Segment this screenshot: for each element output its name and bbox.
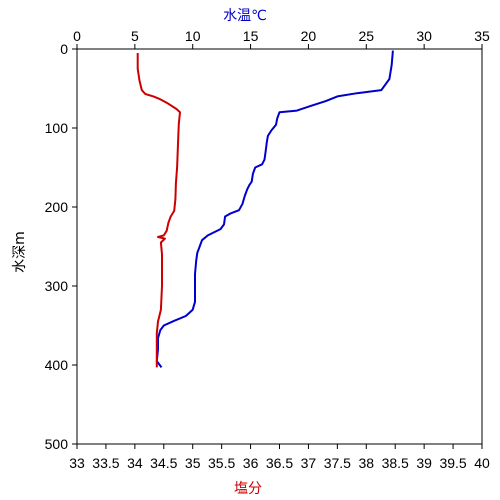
bottom-tick-label: 34.5	[150, 455, 177, 471]
series-layer	[136, 50, 394, 368]
bottom-tick-label: 34	[127, 455, 143, 471]
depth-tick-label: 500	[45, 436, 69, 452]
bottom-tick-label: 35	[185, 455, 201, 471]
bottom-tick-label: 40	[474, 455, 490, 471]
temperature-axis-title: 水温℃	[223, 8, 267, 24]
bottom-tick-label: 33.5	[92, 455, 119, 471]
depth-axis-ticks: 0 100 200 300 400 500	[45, 41, 77, 452]
bottom-tick-label: 36	[243, 455, 259, 471]
depth-tick-label: 100	[45, 120, 69, 136]
top-tick-label: 15	[243, 28, 259, 44]
depth-tick-label: 200	[45, 199, 69, 215]
top-tick-label: 20	[301, 28, 317, 44]
top-tick-label: 35	[474, 28, 490, 44]
temperature-series-line	[155, 50, 394, 368]
bottom-tick-label: 33	[69, 455, 85, 471]
salinity-axis-title: 塩分	[234, 481, 262, 497]
depth-axis-title: 水深m	[12, 231, 28, 273]
bottom-tick-label: 35.5	[208, 455, 235, 471]
bottom-tick-label: 38.5	[382, 455, 409, 471]
bottom-tick-label: 39	[416, 455, 432, 471]
bottom-tick-label: 38	[358, 455, 374, 471]
top-tick-label: 0	[73, 28, 81, 44]
top-tick-label: 5	[131, 28, 139, 44]
top-tick-label: 25	[358, 28, 374, 44]
top-tick-label: 30	[416, 28, 432, 44]
depth-tick-label: 300	[45, 278, 69, 294]
top-tick-label: 10	[185, 28, 201, 44]
bottom-tick-label: 39.5	[439, 455, 466, 471]
depth-tick-label: 400	[45, 357, 69, 373]
top-axis-ticks: 0 5 10 15 20 25 30 35	[73, 28, 490, 49]
bottom-tick-label: 36.5	[266, 455, 293, 471]
plot-frame	[76, 48, 483, 445]
bottom-axis-ticks: 33 33.5 34 34.5 35 35.5 36 36.5 37 37.5 38 38.5 39 39…	[69, 444, 490, 471]
bottom-tick-label: 37.5	[324, 455, 351, 471]
depth-tick-label: 0	[60, 41, 68, 57]
salinity-series-line	[136, 53, 181, 368]
bottom-tick-label: 37	[301, 455, 317, 471]
